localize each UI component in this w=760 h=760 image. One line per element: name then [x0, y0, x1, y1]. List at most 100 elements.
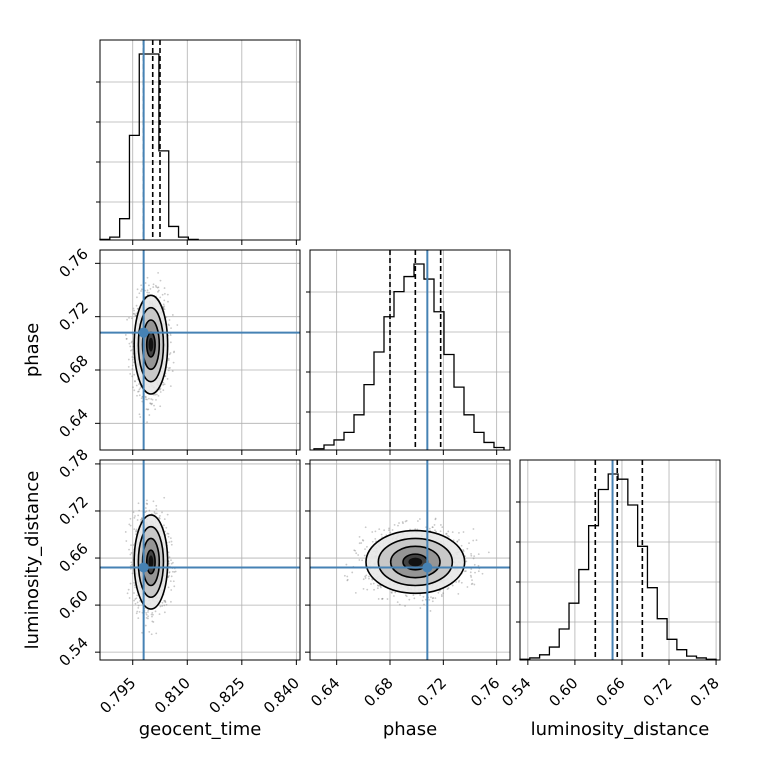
sample-point — [169, 385, 172, 388]
sample-point — [148, 509, 151, 512]
sample-point — [137, 502, 140, 505]
sample-point — [473, 583, 476, 586]
sample-point — [393, 595, 395, 597]
sample-point — [163, 496, 166, 499]
sample-point — [156, 286, 159, 289]
sample-point — [424, 598, 427, 601]
sample-point — [397, 524, 399, 527]
sample-point — [152, 621, 155, 623]
sample-point — [169, 580, 172, 583]
sample-point — [163, 305, 166, 308]
sample-point — [161, 511, 163, 514]
sample-point — [163, 292, 166, 295]
sample-point — [401, 521, 404, 523]
y-tick-label: 0.54 — [55, 634, 91, 670]
sample-point — [133, 373, 136, 376]
sample-point — [158, 517, 161, 520]
sample-point — [168, 574, 170, 577]
sample-point — [158, 613, 161, 616]
sample-point — [131, 563, 133, 566]
sample-point — [452, 539, 455, 542]
sample-point — [159, 391, 162, 393]
density-core — [148, 555, 154, 569]
sample-point — [371, 578, 374, 581]
sample-point — [429, 610, 432, 612]
sample-point — [138, 610, 141, 613]
sample-point — [133, 592, 135, 594]
sample-point — [355, 552, 358, 555]
sample-point — [130, 552, 133, 554]
y-tick-label: 0.68 — [55, 351, 91, 387]
sample-point — [464, 570, 467, 572]
sample-point — [133, 581, 136, 584]
x-tick-label: 0.78 — [686, 674, 722, 710]
sample-point — [125, 337, 128, 340]
sample-point — [151, 402, 154, 405]
sample-point — [136, 307, 139, 310]
sample-point — [166, 532, 169, 535]
sample-point — [434, 597, 437, 600]
x-tick-label: 0.54 — [498, 674, 534, 710]
sample-point — [433, 524, 436, 526]
contour-line — [133, 514, 169, 610]
sample-point — [471, 582, 474, 585]
sample-point — [477, 570, 480, 573]
truth-marker — [138, 327, 149, 338]
sample-point — [130, 568, 132, 570]
sample-point — [437, 591, 440, 594]
sample-point — [132, 511, 135, 514]
sample-point — [171, 370, 174, 372]
sample-point — [138, 394, 141, 397]
sample-point — [435, 530, 437, 533]
sample-point — [431, 526, 434, 529]
x-tick-label: 0.72 — [639, 674, 675, 710]
sample-point — [366, 545, 368, 548]
sample-point — [124, 531, 127, 533]
sample-point — [391, 529, 394, 531]
sample-point — [163, 518, 166, 521]
y-tick-label: 0.64 — [55, 405, 91, 441]
sample-point — [130, 341, 133, 344]
sample-point — [129, 582, 132, 585]
sample-point — [127, 358, 130, 361]
sample-point — [442, 592, 445, 595]
sample-point — [132, 307, 135, 310]
sample-point — [362, 539, 365, 542]
sample-point — [151, 611, 154, 614]
sample-point — [377, 584, 380, 587]
sample-point — [470, 568, 473, 571]
sample-point — [136, 519, 139, 521]
sample-point — [131, 572, 134, 575]
x-tick-label: 0.72 — [414, 674, 450, 710]
sample-point — [470, 554, 473, 557]
sample-point — [131, 356, 134, 358]
sample-point — [131, 340, 134, 343]
sample-point — [137, 390, 140, 393]
x-tick-label: 0.795 — [96, 674, 139, 717]
sample-point — [451, 584, 454, 587]
x-tick-label: 0.825 — [205, 674, 248, 717]
sample-point — [447, 587, 450, 589]
sample-point — [130, 561, 133, 564]
sample-point — [168, 556, 171, 559]
sample-point — [141, 631, 143, 634]
sample-point — [167, 369, 170, 372]
sample-point — [144, 282, 147, 284]
sample-point — [434, 529, 436, 532]
hist-panel-geocent-time — [96, 39, 301, 245]
sample-point — [135, 597, 138, 600]
sample-point — [373, 588, 375, 591]
sample-point — [171, 570, 174, 573]
sample-point — [145, 502, 148, 505]
sample-point — [377, 598, 380, 600]
sample-point — [470, 583, 473, 586]
sample-point — [440, 593, 443, 596]
sample-point — [455, 581, 458, 583]
x-axis-label-luminosity-distance: luminosity_distance — [531, 719, 710, 740]
sample-point — [172, 361, 175, 364]
sample-point — [140, 288, 143, 291]
sample-point — [150, 398, 153, 400]
sample-point — [162, 389, 165, 392]
sample-point — [131, 364, 134, 367]
sample-point — [136, 594, 139, 597]
